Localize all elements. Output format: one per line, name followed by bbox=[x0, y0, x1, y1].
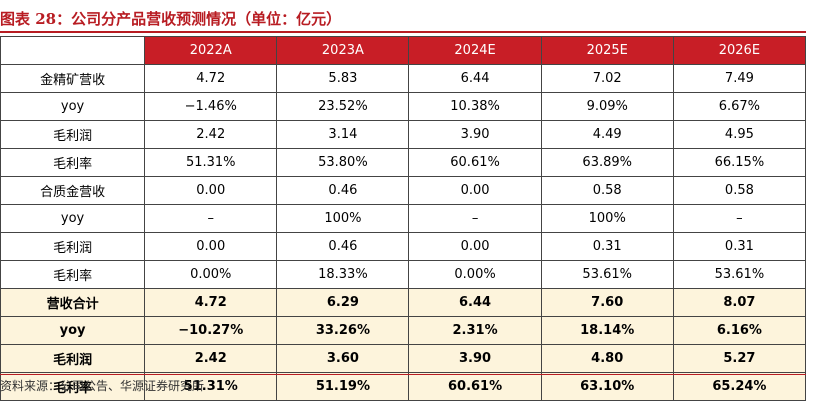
table-cell: 0.00 bbox=[144, 232, 278, 261]
table-row: 毛利率 51.31% 53.80% 60.61% 63.89% 66.15% bbox=[0, 148, 807, 177]
table-cell: 3.60 bbox=[276, 344, 410, 373]
table-cell: 3.90 bbox=[408, 344, 542, 373]
header-2025e: 2025E bbox=[540, 36, 674, 65]
table-cell: 8.07 bbox=[672, 288, 807, 317]
row-label: 金精矿营收 bbox=[0, 64, 146, 93]
table-cell: 53.61% bbox=[540, 260, 674, 289]
table-cell: 0.00 bbox=[408, 232, 542, 261]
table-cell: 66.15% bbox=[672, 148, 807, 177]
table-cell: 0.46 bbox=[276, 232, 410, 261]
table-cell: 33.26% bbox=[276, 316, 410, 345]
header-2026e: 2026E bbox=[672, 36, 807, 65]
table-cell: 9.09% bbox=[540, 92, 674, 121]
table-cell: 7.60 bbox=[540, 288, 674, 317]
row-label: 毛利率 bbox=[0, 148, 146, 177]
row-label: yoy bbox=[0, 92, 146, 121]
row-label: 营收合计 bbox=[0, 288, 146, 317]
row-label: yoy bbox=[0, 316, 146, 345]
row-label: 毛利润 bbox=[0, 232, 146, 261]
table-cell: 0.58 bbox=[672, 176, 807, 205]
table-cell: – bbox=[672, 204, 807, 233]
table-cell: 7.02 bbox=[540, 64, 674, 93]
table-cell: 6.67% bbox=[672, 92, 807, 121]
table-cell: 4.72 bbox=[144, 64, 278, 93]
header-2022a: 2022A bbox=[144, 36, 278, 65]
revenue-forecast-table: 2022A 2023A 2024E 2025E 2026E 金精矿营收 4.72… bbox=[0, 36, 807, 401]
table-cell: 53.61% bbox=[672, 260, 807, 289]
summary-row: 毛利润 2.42 3.60 3.90 4.80 5.27 bbox=[0, 344, 807, 373]
table-cell: 7.49 bbox=[672, 64, 807, 93]
table-cell: 5.83 bbox=[276, 64, 410, 93]
table-cell: 18.33% bbox=[276, 260, 410, 289]
table-cell: 2.42 bbox=[144, 344, 278, 373]
summary-row: 毛利率 51.31% 51.19% 60.61% 63.10% 65.24% bbox=[0, 372, 807, 401]
source-note: 资料来源：公司公告、华源证券研究所 bbox=[0, 379, 205, 393]
table-row: yoy – 100% – 100% – bbox=[0, 204, 807, 233]
table-cell: 0.00 bbox=[408, 176, 542, 205]
table-cell: 51.19% bbox=[276, 372, 410, 401]
header-2023a: 2023A bbox=[276, 36, 410, 65]
table-cell: 2.42 bbox=[144, 120, 278, 149]
summary-row: 营收合计 4.72 6.29 6.44 7.60 8.07 bbox=[0, 288, 807, 317]
table-cell: 4.95 bbox=[672, 120, 807, 149]
table-row: 毛利润 0.00 0.46 0.00 0.31 0.31 bbox=[0, 232, 807, 261]
table-cell: 6.44 bbox=[408, 64, 542, 93]
table-cell: 4.49 bbox=[540, 120, 674, 149]
table-cell: 4.80 bbox=[540, 344, 674, 373]
table-cell: −10.27% bbox=[144, 316, 278, 345]
table-cell: 53.80% bbox=[276, 148, 410, 177]
table-cell: 0.31 bbox=[672, 232, 807, 261]
row-label: 毛利率 bbox=[0, 372, 146, 401]
table-cell: 23.52% bbox=[276, 92, 410, 121]
table-cell: 4.72 bbox=[144, 288, 278, 317]
table-cell: 0.46 bbox=[276, 176, 410, 205]
table-cell: 0.00% bbox=[144, 260, 278, 289]
table-row: yoy −1.46% 23.52% 10.38% 9.09% 6.67% bbox=[0, 92, 807, 121]
row-label: 毛利润 bbox=[0, 120, 146, 149]
table-cell: 3.90 bbox=[408, 120, 542, 149]
table-cell: 5.27 bbox=[672, 344, 807, 373]
table-cell: – bbox=[144, 204, 278, 233]
row-label: 毛利润 bbox=[0, 344, 146, 373]
table-cell: 63.10% bbox=[540, 372, 674, 401]
summary-row: yoy −10.27% 33.26% 2.31% 18.14% 6.16% bbox=[0, 316, 807, 345]
title-divider bbox=[0, 31, 806, 33]
table-cell: 60.61% bbox=[408, 372, 542, 401]
table-cell: 6.29 bbox=[276, 288, 410, 317]
table-cell: 0.00 bbox=[144, 176, 278, 205]
table-row: 合质金营收 0.00 0.46 0.00 0.58 0.58 bbox=[0, 176, 807, 205]
table-row: 金精矿营收 4.72 5.83 6.44 7.02 7.49 bbox=[0, 64, 807, 93]
table-row: 毛利润 2.42 3.14 3.90 4.49 4.95 bbox=[0, 120, 807, 149]
header-2024e: 2024E bbox=[408, 36, 542, 65]
table-cell: 2.31% bbox=[408, 316, 542, 345]
table-cell: 60.61% bbox=[408, 148, 542, 177]
table-cell: – bbox=[408, 204, 542, 233]
table-cell: 100% bbox=[540, 204, 674, 233]
row-label: 合质金营收 bbox=[0, 176, 146, 205]
table-cell: 51.31% bbox=[144, 148, 278, 177]
header-row: 2022A 2023A 2024E 2025E 2026E bbox=[0, 36, 807, 65]
table-cell: 6.44 bbox=[408, 288, 542, 317]
row-label: yoy bbox=[0, 204, 146, 233]
table-cell: −1.46% bbox=[144, 92, 278, 121]
table-cell: 6.16% bbox=[672, 316, 807, 345]
source-divider bbox=[0, 374, 806, 375]
table-cell: 0.58 bbox=[540, 176, 674, 205]
table-cell: 3.14 bbox=[276, 120, 410, 149]
table-cell: 10.38% bbox=[408, 92, 542, 121]
table-cell: 0.00% bbox=[408, 260, 542, 289]
table-cell: 100% bbox=[276, 204, 410, 233]
table-cell: 0.31 bbox=[540, 232, 674, 261]
table-title: 图表 28：公司分产品营收预测情况（单位：亿元） bbox=[0, 10, 342, 28]
row-label: 毛利率 bbox=[0, 260, 146, 289]
header-corner bbox=[0, 36, 146, 65]
table-cell: 18.14% bbox=[540, 316, 674, 345]
table-cell: 63.89% bbox=[540, 148, 674, 177]
table-cell: 65.24% bbox=[672, 372, 807, 401]
table-row: 毛利率 0.00% 18.33% 0.00% 53.61% 53.61% bbox=[0, 260, 807, 289]
